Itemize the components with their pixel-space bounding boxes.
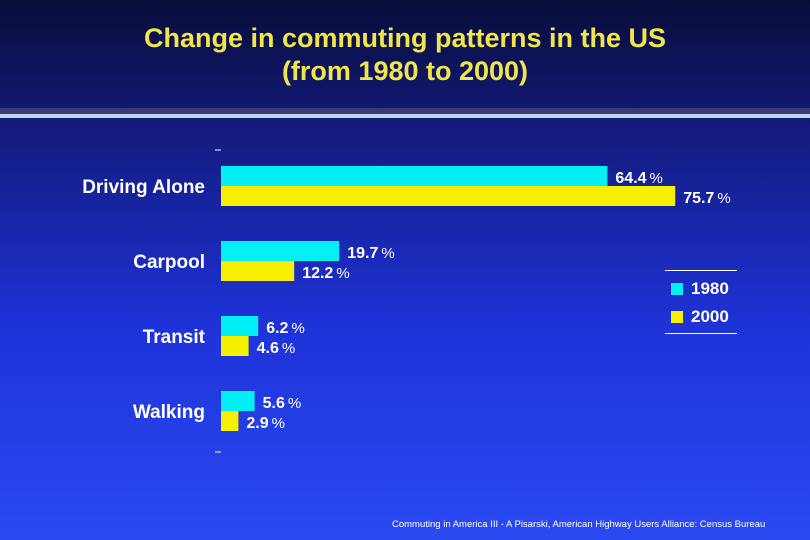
category-label-transit: Transit: [143, 327, 206, 348]
chart-title-line-2: (from 1980 to 2000): [281, 56, 529, 86]
category-label-driving-alone: Driving Alone: [82, 177, 205, 198]
bar-2000-transit: [221, 336, 249, 356]
bar-1980-transit: [221, 316, 259, 336]
data-label-1980-walking: 5.6%: [263, 395, 302, 412]
data-label-1980-transit: 6.2%: [266, 320, 305, 337]
bar-2000-driving-alone: [221, 186, 676, 206]
data-label-2000-driving-alone: 75.7%: [683, 190, 730, 207]
data-label-2000-walking: 2.9%: [246, 415, 285, 432]
legend-label-2000: 2000: [691, 307, 729, 326]
bar-2000-walking: [221, 411, 239, 431]
title-divider-light: [0, 114, 810, 118]
title-divider-dark: [0, 108, 810, 114]
bar-1980-carpool: [221, 241, 340, 261]
data-label-2000-transit: 4.6%: [257, 340, 296, 357]
legend-swatch-2000: [671, 311, 683, 323]
data-label-1980-carpool: 19.7%: [347, 245, 394, 262]
legend-item-1980: 1980: [671, 279, 729, 299]
legend-item-2000: 2000: [671, 307, 729, 327]
bar-1980-driving-alone: [221, 166, 608, 186]
category-label-walking: Walking: [133, 402, 205, 423]
data-label-2000-carpool: 12.2%: [302, 265, 349, 282]
chart-title-line-1: Change in commuting patterns in the US: [143, 23, 667, 53]
legend-label-1980: 1980: [691, 279, 729, 298]
legend-swatch-1980: [671, 283, 683, 295]
bar-1980-walking: [221, 391, 255, 411]
bar-2000-carpool: [221, 261, 295, 281]
chart-legend: 1980 2000: [665, 270, 737, 334]
source-footer: Commuting in America III - A Pisarski, A…: [392, 519, 766, 530]
chart-title: Change in commuting patterns in the US (…: [0, 22, 810, 88]
data-label-1980-driving-alone: 64.4%: [615, 170, 662, 187]
category-label-carpool: Carpool: [133, 252, 205, 273]
